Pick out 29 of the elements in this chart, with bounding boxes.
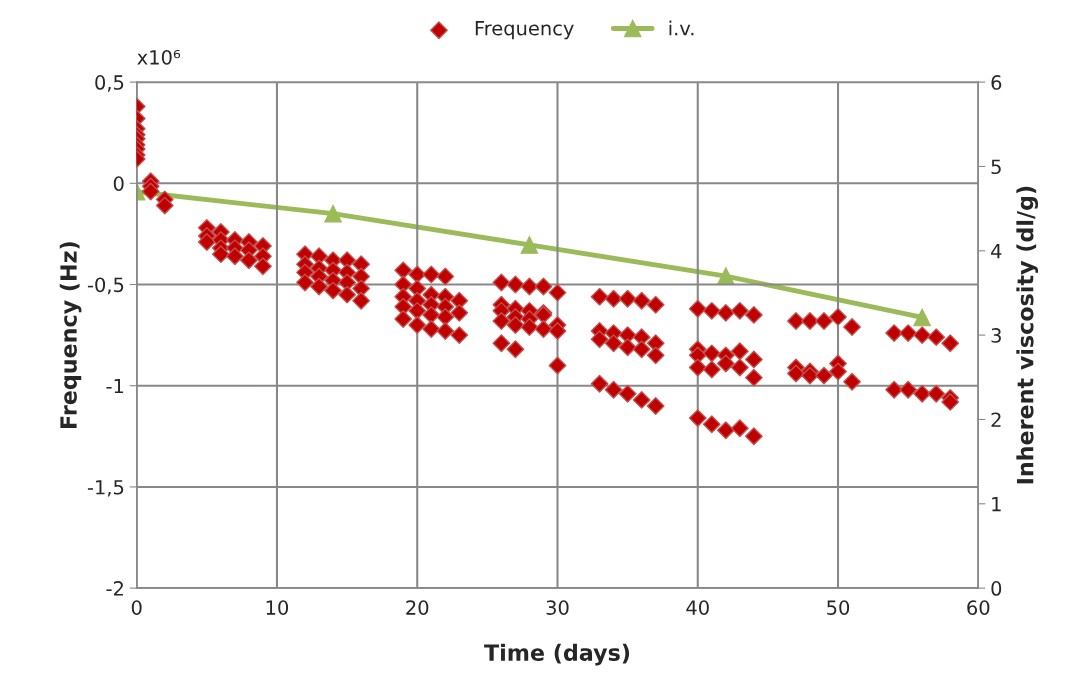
point <box>324 204 342 223</box>
x-tick-label: 20 <box>406 600 429 615</box>
y2-tick-label: 5 <box>991 159 1001 175</box>
y2-tick-label: 4 <box>991 244 1002 259</box>
y-tick-label: -1 <box>106 378 124 394</box>
text: x10⁶ <box>137 49 181 65</box>
y-axis-title: Frequency (Hz) <box>59 242 82 428</box>
x-tick-label: 0 <box>131 600 142 615</box>
legend-label: i.v. <box>669 20 694 36</box>
point <box>913 308 932 327</box>
y2-axis-title: Inherent viscosity (dl/g) <box>1016 186 1039 484</box>
legend-label: Frequency <box>475 21 574 40</box>
y-tick-label: -0,5 <box>87 277 124 295</box>
x-tick-label: 10 <box>266 600 289 615</box>
x-tick-label: 40 <box>686 600 709 615</box>
y2-tick-label: 0 <box>991 581 1002 596</box>
x-tick-label: 30 <box>546 600 569 615</box>
y2-tick-label: 2 <box>991 412 1001 427</box>
y-tick-label: 0 <box>113 176 124 191</box>
y2-tick-label: 6 <box>991 75 1002 90</box>
y-tick-label: 0,5 <box>95 75 124 92</box>
point <box>520 236 539 254</box>
y2-tick-label: 1 <box>992 497 1001 512</box>
y2-tick-label: 3 <box>991 328 1001 343</box>
x-tick-label: 50 <box>827 600 850 615</box>
x-axis-title: Time (days) <box>484 643 630 666</box>
y-tick-label: -2 <box>106 581 123 596</box>
y-tick-label: -1,5 <box>87 480 124 497</box>
x-tick-label: 60 <box>967 600 990 615</box>
